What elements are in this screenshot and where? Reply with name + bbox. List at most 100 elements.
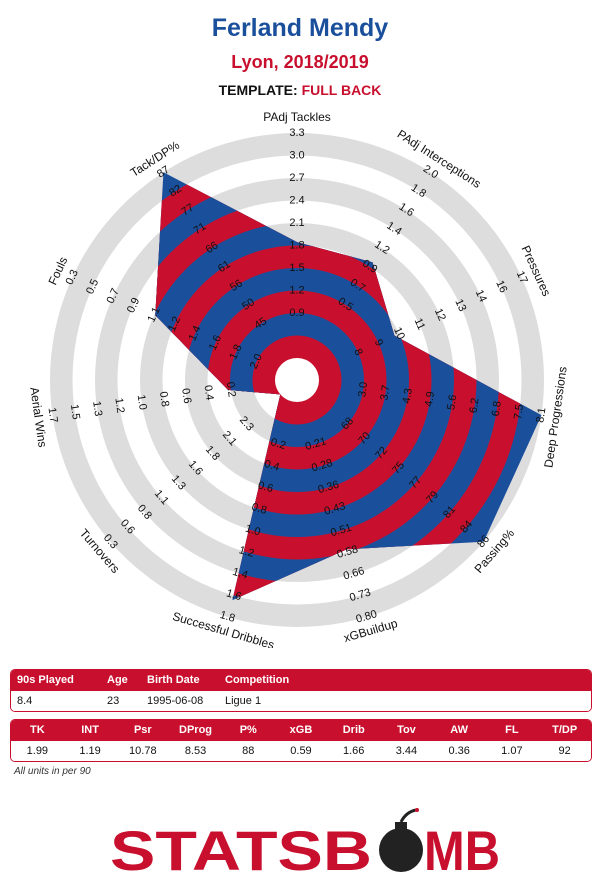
tick-label: 1.2 [237, 544, 255, 560]
tick-label: 82 [167, 183, 184, 200]
tick-label: 0.4 [201, 384, 215, 401]
table-header-cell: TK [30, 724, 45, 736]
tick-label: 3.3 [289, 127, 304, 139]
tick-label: 16 [493, 279, 509, 295]
tick-label: 1.6 [207, 333, 224, 352]
table-header-cell: xGB [289, 724, 313, 736]
tick-label: 1.2 [112, 397, 126, 414]
table-cell: Ligue 1 [225, 695, 262, 707]
tick-label: 0.80 [355, 608, 379, 626]
tick-label: 0.2 [224, 381, 238, 398]
tick-label: 66 [204, 239, 221, 256]
info-table: 90s Played Age Birth Date Competition 8.4 23… [10, 669, 592, 712]
tick-label: 1.4 [186, 324, 203, 343]
tick-label: 87 [155, 164, 172, 181]
ring-center-fill [275, 358, 319, 402]
radar-chart: 0.91.21.51.82.12.42.73.03.30.50.70.91.21… [27, 110, 569, 648]
bomb-icon [379, 808, 423, 872]
tick-label: 1.4 [231, 566, 249, 582]
table-cell: 23 [107, 695, 120, 707]
template-label: TEMPLATE: [218, 82, 298, 98]
tick-label: 1.7 [46, 407, 60, 424]
tick-label: 0.5 [84, 277, 101, 296]
tick-label: 0.6 [179, 388, 193, 405]
tick-label: 7.5 [512, 404, 526, 421]
tick-label: 1.6 [225, 587, 243, 603]
stats-table: TK INT Psr DProg P% xGB Drib Tov AW FL T/DP 1.99 1.… [10, 719, 592, 762]
table-header-cell: DProg [179, 724, 213, 736]
tick-label: 1.5 [289, 262, 304, 274]
tick-label: 0.43 [323, 500, 347, 518]
table-header-cell: Drib [342, 724, 365, 736]
tick-label: 1.3 [90, 400, 104, 417]
tick-label: 0.8 [250, 501, 268, 517]
table-header-cell: Tov [397, 724, 416, 736]
stats-table-row: 1.99 1.19 10.78 8.53 88 0.59 1.66 3.44 0.36 1.07 9… [11, 741, 591, 761]
tick-label: 9 [372, 338, 385, 349]
tick-label: 0.28 [310, 457, 334, 475]
axis-label: Aerial Wins [27, 386, 49, 448]
tick-label: 0.7 [105, 287, 122, 306]
tick-label: 3.7 [378, 384, 392, 401]
table-cell: 1.99 [26, 745, 49, 757]
stats-table-header: TK INT Psr DProg P% xGB Drib Tov AW FL T/DP [11, 720, 591, 741]
table-cell: 8.53 [184, 745, 207, 757]
tick-label: 0.66 [342, 565, 366, 583]
tick-label: 5.6 [445, 394, 459, 411]
tick-label: 0.36 [317, 479, 341, 497]
tick-label: 1.8 [227, 343, 244, 362]
tick-label: 0.51 [329, 522, 353, 540]
tick-label: 1.0 [135, 394, 149, 411]
footnote: All units in per 90 [14, 766, 91, 777]
table-cell: 0.59 [290, 745, 312, 757]
table-cell: 0.36 [448, 745, 470, 757]
tick-label: 1.5 [68, 404, 82, 421]
tick-label: 14 [473, 288, 489, 304]
tick-label: 6.2 [468, 397, 482, 414]
table-header-cell: Age [107, 674, 128, 686]
tick-label: 1.2 [166, 315, 183, 334]
logo-text-right: MB [424, 819, 500, 878]
tick-label: 0.4 [263, 458, 281, 474]
tick-label: 11 [412, 316, 428, 331]
tick-label: 0.58 [336, 543, 360, 561]
tick-label: 0.73 [348, 587, 372, 605]
table-cell: 1.66 [343, 745, 365, 757]
tick-label: 56 [228, 277, 245, 294]
axis-label: PAdj Tackles [263, 110, 331, 124]
tick-label: 2.7 [289, 172, 304, 184]
logo-text-left: STATSB [110, 819, 372, 878]
template-value: FULL BACK [301, 82, 382, 98]
page-title: Ferland Mendy [211, 14, 389, 42]
tick-label: 8 [351, 347, 364, 358]
table-header-cell: T/DP [552, 724, 578, 736]
template-line: TEMPLATE: FULL BACK [0, 82, 600, 98]
info-table-row: 8.4 23 1995-06-08 Ligue 1 [11, 691, 591, 711]
tick-label: 0.2 [269, 436, 287, 452]
table-cell: 1995-06-08 [147, 695, 204, 707]
page-subtitle: Lyon, 2018/2019 [231, 52, 369, 72]
tick-label: 3.0 [289, 149, 304, 161]
table-cell: 10.78 [129, 745, 157, 757]
table-cell: 8.4 [17, 695, 33, 707]
tick-label: 0.9 [125, 296, 142, 315]
tick-label: 10 [391, 325, 407, 341]
table-header-cell: AW [450, 724, 469, 736]
tick-label: 77 [179, 202, 196, 219]
tick-label: 61 [216, 258, 233, 275]
tick-label: 0.3 [64, 268, 81, 287]
tick-label: 1.1 [145, 305, 162, 324]
tick-label: 71 [192, 221, 209, 238]
table-header-cell: FL [505, 724, 519, 736]
tick-label: 4.9 [423, 391, 437, 408]
table-header-cell: 90s Played [17, 674, 74, 686]
table-header-cell: Psr [133, 724, 152, 736]
tick-label: 8.1 [534, 407, 548, 424]
tick-label: 17 [514, 269, 530, 285]
statsbomb-logo: STATSB MB [110, 808, 500, 878]
tick-label: 0.21 [304, 435, 328, 453]
tick-label: 45 [252, 315, 269, 332]
tick-label: 1.8 [218, 609, 236, 625]
tick-label: 4.3 [401, 388, 415, 405]
tick-label: 12 [432, 307, 448, 323]
